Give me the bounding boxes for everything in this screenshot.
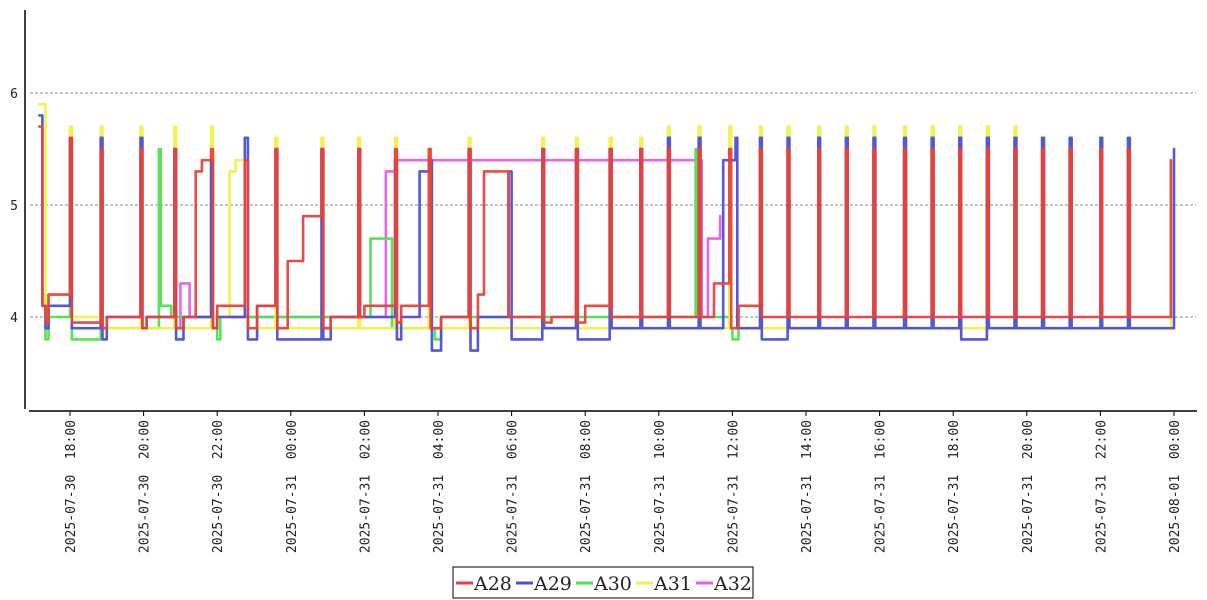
legend-label: A30 — [593, 573, 632, 595]
series-line-a30 — [41, 136, 740, 341]
axes — [24, 10, 1197, 412]
x-tick-label: 2025-07-31 10:00 — [653, 420, 668, 553]
x-tick-label: 2025-07-30 20:00 — [138, 420, 153, 553]
gridlines — [30, 92, 1196, 318]
x-tick-label: 2025-07-30 22:00 — [211, 420, 226, 553]
x-tick-label: 2025-07-31 20:00 — [1021, 420, 1036, 553]
legend-item-a31: A31 — [636, 573, 692, 595]
x-tick-labels: 2025-07-30 18:00 2025-07-30 20:00 2025-07-… — [64, 411, 1183, 553]
y-tick-label: 4 — [10, 311, 18, 326]
legend-item-a28: A28 — [456, 573, 512, 595]
x-tick-label: 2025-07-31 18:00 — [947, 420, 962, 553]
x-tick-label: 2025-07-31 00:00 — [285, 420, 300, 553]
series-line-a29 — [37, 114, 1176, 352]
y-tick-labels: 4 5 6 — [10, 87, 18, 326]
x-tick-label: 2025-07-31 08:00 — [579, 420, 594, 553]
series-line-a28 — [37, 125, 1173, 330]
x-tick-label: 2025-07-31 16:00 — [874, 420, 889, 553]
series-lines — [37, 102, 1176, 352]
legend-item-a30: A30 — [576, 573, 632, 595]
legend-label: A32 — [713, 573, 752, 595]
legend-item-a32: A32 — [696, 573, 752, 595]
legend-label: A28 — [473, 573, 512, 595]
x-tick-label: 2025-07-31 22:00 — [1094, 420, 1109, 553]
legend-label: A29 — [533, 573, 572, 595]
y-tick-label: 5 — [10, 199, 18, 214]
legend: A28 A29 A30 A31 A32 — [452, 566, 754, 599]
legend-label: A31 — [653, 573, 692, 595]
x-tick-label: 2025-07-31 06:00 — [506, 420, 521, 553]
x-tick-label: 2025-07-31 14:00 — [800, 420, 815, 553]
x-tick-label: 2025-07-31 04:00 — [432, 420, 447, 553]
y-tick-label: 6 — [10, 87, 18, 102]
x-tick-label: 2025-07-30 18:00 — [64, 420, 79, 553]
x-tick-label: 2025-07-31 02:00 — [358, 420, 373, 553]
series-line-a32 — [173, 158, 722, 330]
legend-item-a29: A29 — [516, 573, 572, 595]
x-tick-label: 2025-07-31 12:00 — [726, 420, 741, 553]
series-line-a31 — [37, 102, 1173, 330]
x-tick-label: 2025-08-01 00:00 — [1168, 420, 1183, 553]
